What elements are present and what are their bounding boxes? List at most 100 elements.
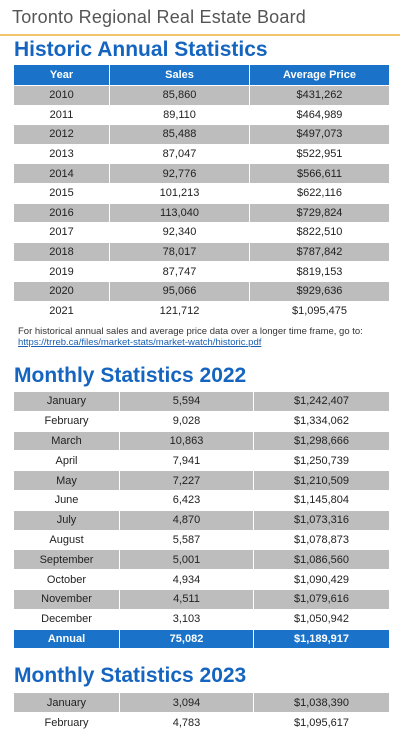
- table-row: October 4,934 $1,090,429: [13, 569, 390, 590]
- sales-cell: 87,047: [109, 143, 250, 165]
- table-row: July 4,870 $1,073,316: [13, 509, 390, 531]
- table-row: 2013 87,047 $522,951: [13, 143, 390, 165]
- average-price-cell: $819,153: [249, 261, 390, 282]
- monthly-2022-table: January 5,594 $1,242,407 February 9,028 $1,33…: [13, 391, 390, 650]
- average-price-cell: $566,611: [249, 163, 390, 184]
- average-price-cell: $464,989: [249, 104, 390, 126]
- table-row: April 7,941 $1,250,739: [13, 450, 390, 472]
- sales-cell: 89,110: [109, 104, 250, 126]
- table-row: January 3,094 $1,038,390: [13, 692, 390, 713]
- period-cell: March: [13, 430, 120, 452]
- period-cell: October: [13, 569, 120, 590]
- table-row: 2019 87,747 $819,153: [13, 261, 390, 282]
- sales-cell: 4,783: [119, 712, 254, 733]
- sales-cell: 95,066: [109, 280, 250, 302]
- sales-cell: 85,860: [109, 85, 250, 106]
- table-row: 2020 95,066 $929,636: [13, 280, 390, 302]
- average-price-cell: $1,079,616: [253, 588, 390, 610]
- table-row: 2017 92,340 $822,510: [13, 222, 390, 243]
- average-price-cell: $1,095,475: [249, 300, 390, 322]
- sales-cell: 4,511: [119, 588, 254, 610]
- sales-cell: 7,941: [119, 450, 254, 472]
- sales-cell: 92,776: [109, 163, 250, 184]
- table-row: 2015 101,213 $622,116: [13, 182, 390, 204]
- average-price-cell: $729,824: [249, 202, 390, 224]
- average-price-cell: $1,250,739: [253, 450, 390, 472]
- average-price-cell: $1,090,429: [253, 569, 390, 590]
- period-cell: August: [13, 529, 120, 551]
- period-cell: January: [13, 391, 120, 412]
- sales-cell: 87,747: [109, 261, 250, 282]
- board-title: Toronto Regional Real Estate Board: [12, 6, 306, 27]
- average-price-cell: $1,050,942: [253, 608, 390, 630]
- period-cell: January: [13, 692, 120, 713]
- average-price-cell: $1,086,560: [253, 549, 390, 571]
- annual-total-row: Annual 75,082 $1,189,917: [13, 628, 390, 650]
- sales-cell: 3,094: [119, 692, 254, 713]
- period-cell: February: [13, 712, 120, 733]
- period-cell: 2018: [13, 241, 110, 263]
- period-cell: 2020: [13, 280, 110, 302]
- sales-cell: 5,594: [119, 391, 254, 412]
- period-cell: May: [13, 470, 120, 491]
- table-row: 2014 92,776 $566,611: [13, 163, 390, 184]
- sales-cell: 7,227: [119, 470, 254, 491]
- table-row: November 4,511 $1,079,616: [13, 588, 390, 610]
- average-price-cell: $1,078,873: [253, 529, 390, 551]
- table-row: 2016 113,040 $729,824: [13, 202, 390, 224]
- report-header: Toronto Regional Real Estate Board: [0, 0, 400, 36]
- table-row: December 3,103 $1,050,942: [13, 608, 390, 630]
- period-cell: April: [13, 450, 120, 472]
- table-row: 2018 78,017 $787,842: [13, 241, 390, 263]
- period-cell: 2014: [13, 163, 110, 184]
- table-row: February 9,028 $1,334,062: [13, 410, 390, 432]
- total-label-cell: Annual: [13, 628, 120, 650]
- table-row: March 10,863 $1,298,666: [13, 430, 390, 452]
- period-cell: September: [13, 549, 120, 571]
- table-row: January 5,594 $1,242,407: [13, 391, 390, 412]
- sales-cell: 5,001: [119, 549, 254, 571]
- average-price-cell: $929,636: [249, 280, 390, 302]
- period-cell: 2019: [13, 261, 110, 282]
- period-cell: June: [13, 489, 120, 511]
- table-row: August 5,587 $1,078,873: [13, 529, 390, 551]
- sales-cell: 113,040: [109, 202, 250, 224]
- period-cell: 2011: [13, 104, 110, 126]
- table-row: June 6,423 $1,145,804: [13, 489, 390, 511]
- average-price-cell: $1,073,316: [253, 509, 390, 531]
- historic-data-link[interactable]: https://trreb.ca/files/market-stats/mark…: [18, 337, 262, 348]
- period-cell: November: [13, 588, 120, 610]
- sales-cell: 4,870: [119, 509, 254, 531]
- period-cell: 2021: [13, 300, 110, 322]
- average-price-cell: $787,842: [249, 241, 390, 263]
- sales-cell: 4,934: [119, 569, 254, 590]
- average-price-cell: $1,038,390: [253, 692, 390, 713]
- column-header-sales: Sales: [109, 64, 250, 86]
- monthly-2022-section-title: Monthly Statistics 2022: [14, 364, 247, 387]
- annual-stats-table: Year Sales Average Price 2010 85,860 $431,…: [13, 64, 390, 322]
- period-cell: 2017: [13, 222, 110, 243]
- average-price-cell: $1,210,509: [253, 470, 390, 491]
- average-price-cell: $1,334,062: [253, 410, 390, 432]
- average-price-cell: $1,298,666: [253, 430, 390, 452]
- period-cell: 2010: [13, 85, 110, 106]
- table-row: 2010 85,860 $431,262: [13, 85, 390, 106]
- average-price-cell: $1,242,407: [253, 391, 390, 412]
- table-row: 2012 85,488 $497,073: [13, 124, 390, 145]
- monthly-2023-section-title: Monthly Statistics 2023: [14, 664, 247, 687]
- historic-note: For historical annual sales and average …: [18, 326, 363, 348]
- column-header-year: Year: [13, 64, 110, 86]
- table-row: September 5,001 $1,086,560: [13, 549, 390, 571]
- table-row: 2011 89,110 $464,989: [13, 104, 390, 126]
- period-cell: December: [13, 608, 120, 630]
- sales-cell: 10,863: [119, 430, 254, 452]
- period-cell: 2012: [13, 124, 110, 145]
- average-price-cell: $497,073: [249, 124, 390, 145]
- average-price-cell: $822,510: [249, 222, 390, 243]
- average-price-cell: $1,095,617: [253, 712, 390, 733]
- sales-cell: 92,340: [109, 222, 250, 243]
- period-cell: 2016: [13, 202, 110, 224]
- sales-cell: 3,103: [119, 608, 254, 630]
- total-average-price-cell: $1,189,917: [253, 628, 390, 650]
- sales-cell: 5,587: [119, 529, 254, 551]
